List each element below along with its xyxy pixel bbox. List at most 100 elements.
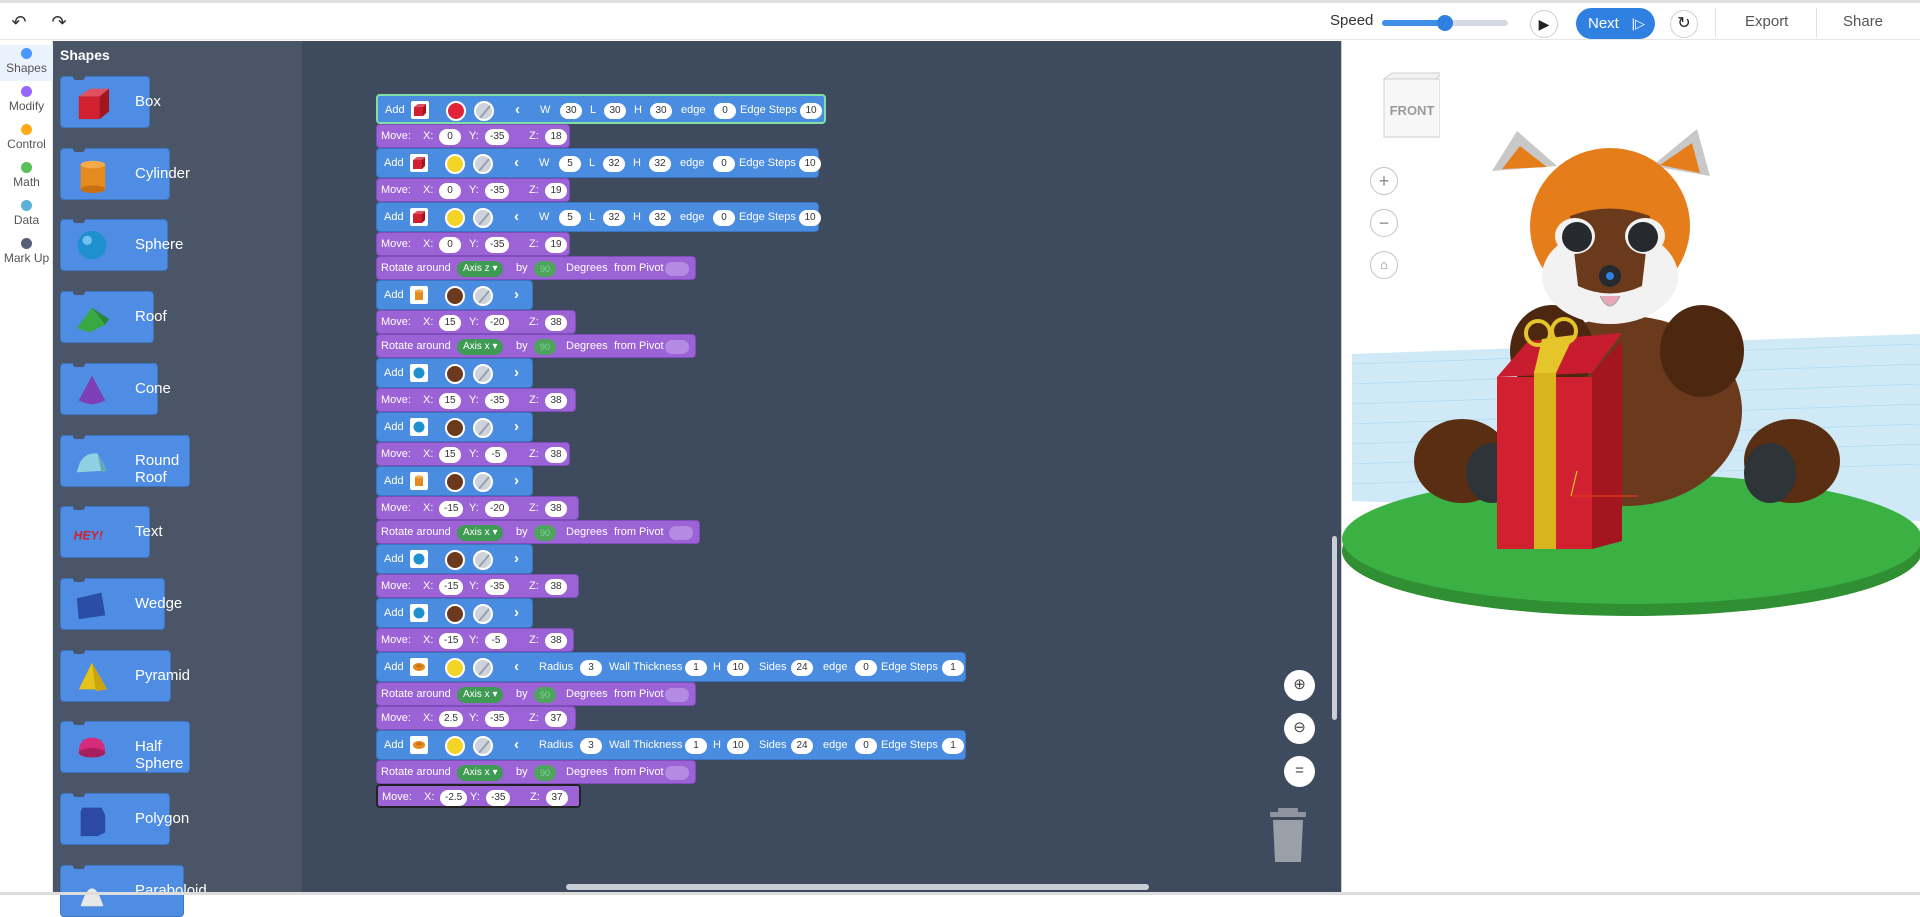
undo-icon[interactable]: ↶ — [11, 12, 27, 32]
hole-toggle-icon[interactable] — [473, 154, 493, 174]
edge-steps-input[interactable]: 1 — [942, 660, 964, 676]
code-workspace[interactable]: Add ‹ W 30 L 30 H 30 edge 0 Edge Steps 10 Move: X: 0 Y:… — [302, 41, 1341, 895]
rotate-block[interactable]: Rotate around Axis x ▾ by 90 Degrees from Piv… — [376, 520, 700, 544]
radius-input[interactable]: 3 — [580, 660, 602, 676]
add-shape-block[interactable]: Add ‹ W 5 L 32 H 32 edge 0 Edge Steps 10 — [376, 148, 821, 178]
rotate-block[interactable]: Rotate around Axis z ▾ by 90 Degrees from Piv… — [376, 256, 696, 280]
x-input[interactable]: 15 — [439, 447, 461, 463]
edge-steps-input[interactable]: 1 — [942, 738, 964, 754]
viewport-zoom-in-icon[interactable]: + — [1370, 167, 1398, 195]
z-input[interactable]: 38 — [545, 447, 567, 463]
zoom-in-icon[interactable]: ⊕ — [1284, 670, 1315, 701]
workspace-vertical-scrollbar[interactable] — [1332, 536, 1337, 720]
color-swatch[interactable] — [445, 154, 465, 174]
category-math[interactable]: Math — [0, 159, 53, 195]
wall-thickness-input[interactable]: 1 — [685, 738, 707, 754]
edge-input[interactable]: 0 — [713, 210, 735, 226]
edge-steps-input[interactable]: 10 — [799, 156, 821, 172]
x-input[interactable]: 15 — [439, 315, 461, 331]
color-swatch[interactable] — [446, 101, 466, 121]
rotation-value-input[interactable]: 90 — [534, 525, 556, 541]
color-swatch[interactable] — [445, 550, 465, 570]
next-button[interactable]: Next |▷ — [1576, 8, 1655, 39]
trash-icon[interactable] — [1268, 808, 1308, 862]
x-input[interactable]: 15 — [439, 393, 461, 409]
z-input[interactable]: 38 — [545, 393, 567, 409]
sphere-shape-icon[interactable] — [410, 418, 428, 436]
collapse-chevron-icon[interactable]: ‹ — [515, 101, 520, 118]
y-input[interactable]: -35 — [485, 129, 510, 145]
hole-toggle-icon[interactable] — [473, 286, 493, 306]
axis-dropdown[interactable]: Axis z ▾ — [457, 261, 504, 277]
zoom-out-icon[interactable]: ⊖ — [1284, 713, 1315, 744]
expand-chevron-icon[interactable]: › — [514, 418, 519, 435]
reset-icon[interactable]: ↻ — [1670, 10, 1698, 38]
add-shape-block[interactable]: Add › — [376, 598, 533, 628]
shape-block-roof[interactable]: Roof — [60, 291, 167, 344]
height-input[interactable]: 32 — [649, 156, 671, 172]
y-input[interactable]: -35 — [485, 393, 510, 409]
sides-input[interactable]: 24 — [791, 660, 813, 676]
length-input[interactable]: 32 — [603, 210, 625, 226]
cylinder-shape-icon[interactable] — [410, 472, 428, 490]
tube-shape-icon[interactable] — [410, 658, 428, 676]
hole-toggle-icon[interactable] — [473, 472, 493, 492]
y-input[interactable]: -35 — [485, 579, 510, 595]
sphere-shape-icon[interactable] — [410, 364, 428, 382]
height-input[interactable]: 32 — [649, 210, 671, 226]
add-shape-block[interactable]: Add › — [376, 544, 533, 574]
y-input[interactable]: -35 — [485, 183, 510, 199]
expand-chevron-icon[interactable]: › — [514, 364, 519, 381]
length-input[interactable]: 32 — [603, 156, 625, 172]
collapse-chevron-icon[interactable]: ‹ — [514, 736, 519, 753]
add-shape-block[interactable]: Add › — [376, 358, 533, 388]
expand-chevron-icon[interactable]: › — [514, 604, 519, 621]
shape-block-box[interactable]: Box — [60, 76, 161, 128]
pivot-slot[interactable] — [665, 340, 689, 354]
shape-block-paraboloid[interactable]: Paraboloid — [60, 864, 207, 917]
z-input[interactable]: 37 — [545, 711, 567, 727]
zoom-reset-icon[interactable]: = — [1284, 756, 1315, 787]
add-shape-block[interactable]: Add › — [376, 466, 533, 496]
speed-slider-thumb[interactable] — [1437, 15, 1453, 31]
pivot-slot[interactable] — [669, 526, 693, 540]
z-input[interactable]: 38 — [545, 633, 567, 649]
category-data[interactable]: Data — [0, 197, 53, 233]
x-input[interactable]: 0 — [439, 237, 461, 253]
collapse-chevron-icon[interactable]: ‹ — [514, 208, 519, 225]
color-swatch[interactable] — [445, 364, 465, 384]
hole-toggle-icon[interactable] — [473, 604, 493, 624]
move-block[interactable]: Move: X: 15 Y: -35 Z: 38 — [376, 388, 576, 412]
shape-block-pyramid[interactable]: Pyramid — [60, 649, 190, 702]
z-input[interactable]: 19 — [545, 237, 567, 253]
pivot-slot[interactable] — [665, 262, 689, 276]
edge-steps-input[interactable]: 10 — [799, 210, 821, 226]
rotate-block[interactable]: Rotate around Axis x ▾ by 90 Degrees from Piv… — [376, 760, 696, 784]
move-block[interactable]: Move: X: -15 Y: -20 Z: 38 — [376, 496, 579, 520]
move-block[interactable]: Move: X: 15 Y: -5 Z: 38 — [376, 442, 570, 466]
collapse-chevron-icon[interactable]: ‹ — [514, 658, 519, 675]
move-block[interactable]: Move: X: 0 Y: -35 Z: 19 — [376, 178, 570, 202]
shape-block-round-roof[interactable]: Round Roof — [60, 434, 190, 487]
shape-block-sphere[interactable]: Sphere — [60, 219, 183, 272]
hole-toggle-icon[interactable] — [473, 658, 493, 678]
pivot-slot[interactable] — [665, 688, 689, 702]
color-swatch[interactable] — [445, 736, 465, 756]
move-block[interactable]: Move: X: 2.5 Y: -35 Z: 37 — [376, 706, 576, 730]
hole-toggle-icon[interactable] — [473, 364, 493, 384]
category-modify[interactable]: Modify — [0, 83, 53, 119]
rotation-value-input[interactable]: 90 — [534, 687, 556, 703]
z-input[interactable]: 37 — [546, 790, 568, 806]
z-input[interactable]: 19 — [545, 183, 567, 199]
sphere-shape-icon[interactable] — [410, 604, 428, 622]
expand-chevron-icon[interactable]: › — [514, 472, 519, 489]
box-shape-icon[interactable] — [411, 101, 429, 119]
category-shapes[interactable]: Shapes — [0, 45, 53, 81]
edge-input[interactable]: 0 — [714, 103, 736, 119]
move-block[interactable]: Move: X: -15 Y: -5 Z: 38 — [376, 628, 574, 652]
y-input[interactable]: -35 — [486, 790, 511, 806]
width-input[interactable]: 5 — [559, 210, 581, 226]
hole-toggle-icon[interactable] — [473, 736, 493, 756]
rotation-value-input[interactable]: 90 — [534, 339, 556, 355]
3d-viewport[interactable]: FRONT + − ⌂ — [1341, 41, 1920, 895]
